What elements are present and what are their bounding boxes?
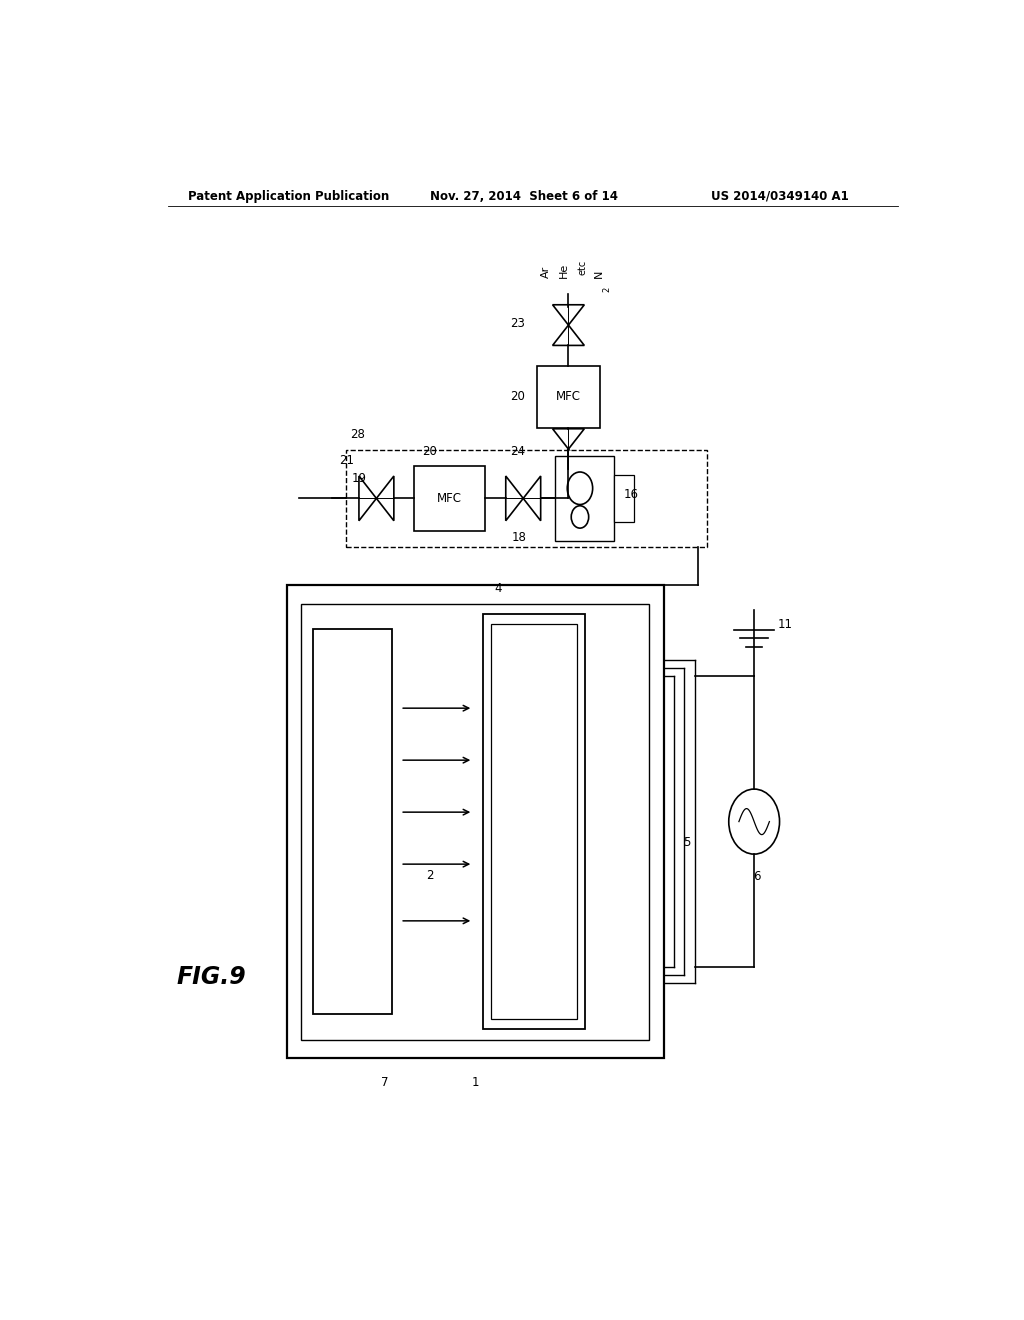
Text: 20: 20 bbox=[422, 445, 436, 458]
Bar bbox=[490, 624, 577, 1019]
Polygon shape bbox=[506, 477, 523, 521]
Polygon shape bbox=[377, 477, 394, 521]
Text: 2: 2 bbox=[426, 869, 433, 882]
Text: N: N bbox=[594, 271, 603, 279]
Text: He: He bbox=[559, 263, 568, 279]
Text: 21: 21 bbox=[339, 454, 354, 467]
Text: 23: 23 bbox=[510, 317, 524, 330]
Text: 19: 19 bbox=[352, 471, 367, 484]
Text: MFC: MFC bbox=[556, 391, 581, 403]
Text: Ar: Ar bbox=[542, 267, 551, 279]
Text: 2: 2 bbox=[602, 286, 611, 292]
Text: Patent Application Publication: Patent Application Publication bbox=[187, 190, 389, 202]
Bar bbox=[346, 450, 708, 546]
Text: 6: 6 bbox=[753, 870, 760, 883]
Bar bbox=[414, 466, 485, 531]
Polygon shape bbox=[553, 429, 585, 449]
Bar bbox=[301, 603, 649, 1040]
Polygon shape bbox=[553, 305, 585, 325]
Polygon shape bbox=[553, 449, 585, 470]
Bar bbox=[614, 475, 634, 521]
Bar bbox=[555, 457, 614, 541]
Text: MFC: MFC bbox=[437, 492, 462, 504]
Bar bbox=[482, 614, 585, 1030]
Polygon shape bbox=[523, 477, 541, 521]
Bar bbox=[537, 366, 600, 428]
Text: 20: 20 bbox=[510, 391, 524, 403]
Text: US 2014/0349140 A1: US 2014/0349140 A1 bbox=[712, 190, 849, 202]
Text: FIG.9: FIG.9 bbox=[176, 965, 246, 989]
Text: 18: 18 bbox=[512, 531, 526, 544]
Polygon shape bbox=[553, 325, 585, 346]
Text: 4: 4 bbox=[495, 582, 502, 595]
Text: 24: 24 bbox=[510, 445, 524, 458]
Bar bbox=[287, 585, 664, 1057]
Bar bbox=[313, 630, 392, 1014]
Text: 11: 11 bbox=[778, 618, 793, 631]
Text: 7: 7 bbox=[381, 1076, 388, 1089]
Text: 28: 28 bbox=[350, 429, 366, 441]
Text: 1: 1 bbox=[471, 1076, 479, 1089]
Text: 16: 16 bbox=[624, 487, 639, 500]
Text: etc: etc bbox=[578, 260, 588, 276]
Text: 5: 5 bbox=[684, 836, 691, 849]
Polygon shape bbox=[359, 477, 377, 521]
Text: Nov. 27, 2014  Sheet 6 of 14: Nov. 27, 2014 Sheet 6 of 14 bbox=[430, 190, 617, 202]
